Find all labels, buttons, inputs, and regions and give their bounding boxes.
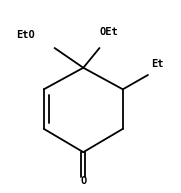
Text: EtO: EtO — [16, 30, 35, 40]
Text: O: O — [80, 176, 87, 186]
Text: OEt: OEt — [99, 27, 118, 37]
Text: Et: Et — [151, 59, 163, 69]
